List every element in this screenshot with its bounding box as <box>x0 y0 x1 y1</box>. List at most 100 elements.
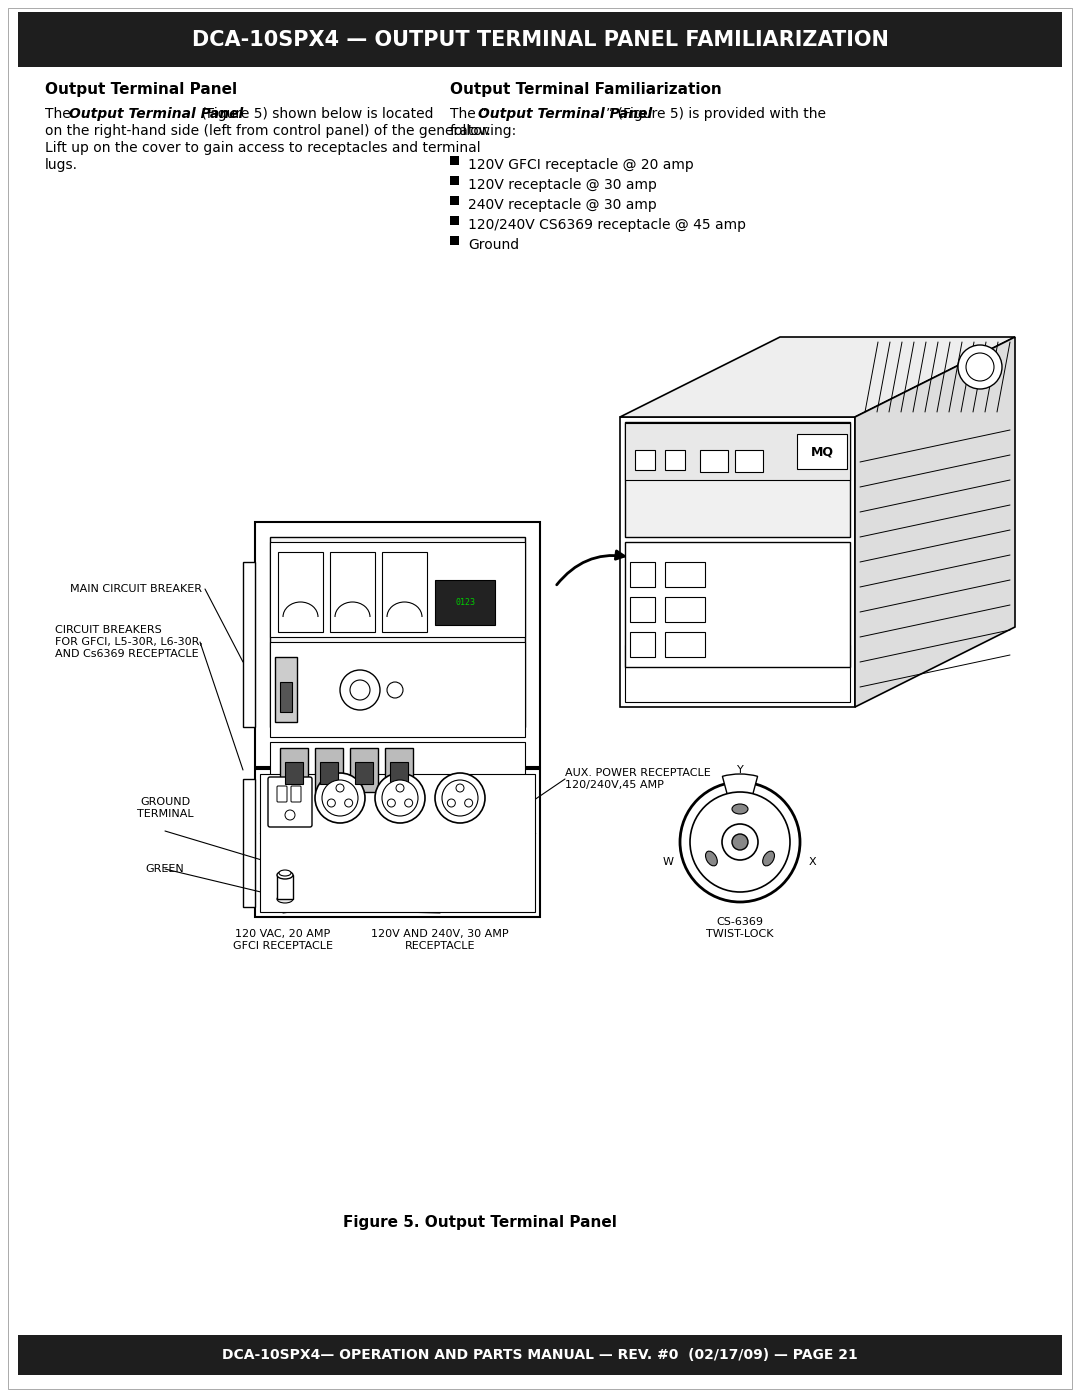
FancyBboxPatch shape <box>620 416 855 707</box>
Circle shape <box>345 799 353 807</box>
FancyBboxPatch shape <box>630 597 654 622</box>
FancyBboxPatch shape <box>382 552 427 631</box>
Circle shape <box>690 792 789 893</box>
FancyBboxPatch shape <box>280 747 308 792</box>
Circle shape <box>723 824 758 861</box>
Text: 240V receptacle @ 30 amp: 240V receptacle @ 30 amp <box>468 198 657 212</box>
Text: Figure 5. Output Terminal Panel: Figure 5. Output Terminal Panel <box>343 1214 617 1229</box>
FancyBboxPatch shape <box>268 777 312 827</box>
FancyBboxPatch shape <box>665 562 705 587</box>
FancyBboxPatch shape <box>450 236 459 244</box>
Text: 120V receptacle @ 30 amp: 120V receptacle @ 30 amp <box>468 177 657 191</box>
FancyBboxPatch shape <box>625 542 850 666</box>
FancyBboxPatch shape <box>243 780 255 907</box>
Text: The “: The “ <box>450 108 487 122</box>
Text: CS-6369: CS-6369 <box>716 916 764 928</box>
Circle shape <box>322 780 357 816</box>
FancyBboxPatch shape <box>665 631 705 657</box>
FancyBboxPatch shape <box>450 196 459 205</box>
Text: TWIST-LOCK: TWIST-LOCK <box>706 929 773 939</box>
FancyBboxPatch shape <box>320 761 338 784</box>
Circle shape <box>336 784 345 792</box>
Text: W: W <box>662 856 674 868</box>
FancyBboxPatch shape <box>797 434 847 469</box>
Circle shape <box>680 782 800 902</box>
Ellipse shape <box>762 851 774 866</box>
FancyBboxPatch shape <box>390 761 408 784</box>
Circle shape <box>387 682 403 698</box>
Circle shape <box>732 834 748 849</box>
Circle shape <box>435 773 485 823</box>
Circle shape <box>327 799 335 807</box>
Text: MAIN CIRCUIT BREAKER: MAIN CIRCUIT BREAKER <box>70 584 202 594</box>
FancyBboxPatch shape <box>280 682 292 712</box>
Text: 120V GFCI receptacle @ 20 amp: 120V GFCI receptacle @ 20 amp <box>468 158 693 172</box>
Ellipse shape <box>276 895 293 902</box>
Text: GREEN: GREEN <box>146 863 185 875</box>
Text: DCA-10SPX4 — OUTPUT TERMINAL PANEL FAMILIARIZATION: DCA-10SPX4 — OUTPUT TERMINAL PANEL FAMIL… <box>191 29 889 49</box>
FancyBboxPatch shape <box>665 597 705 622</box>
Circle shape <box>388 799 395 807</box>
FancyBboxPatch shape <box>355 761 373 784</box>
Circle shape <box>464 799 473 807</box>
Circle shape <box>442 780 478 816</box>
Text: The: The <box>45 108 76 122</box>
Text: CIRCUIT BREAKERS
FOR GFCI, L5-30R, L6-30R,
AND Cs6369 RECEPTACLE: CIRCUIT BREAKERS FOR GFCI, L5-30R, L6-30… <box>55 624 203 659</box>
FancyBboxPatch shape <box>291 787 301 802</box>
FancyBboxPatch shape <box>330 552 375 631</box>
Text: Output Terminal Panel: Output Terminal Panel <box>478 108 652 122</box>
Circle shape <box>958 345 1002 388</box>
Text: MQ: MQ <box>810 446 834 458</box>
FancyBboxPatch shape <box>255 522 540 767</box>
Ellipse shape <box>705 851 717 866</box>
FancyBboxPatch shape <box>255 768 540 916</box>
Polygon shape <box>855 337 1015 707</box>
FancyBboxPatch shape <box>450 217 459 225</box>
FancyBboxPatch shape <box>18 13 1062 67</box>
Text: Lift up on the cover to gain access to receptacles and terminal: Lift up on the cover to gain access to r… <box>45 141 481 155</box>
Text: Output Terminal Panel: Output Terminal Panel <box>45 82 238 96</box>
Text: Output Terminal Panel: Output Terminal Panel <box>69 108 243 122</box>
Text: Ground: Ground <box>468 237 519 251</box>
Ellipse shape <box>279 870 291 876</box>
Text: AUX. POWER RECEPTACLE
120/240V,45 AMP: AUX. POWER RECEPTACLE 120/240V,45 AMP <box>565 768 711 791</box>
FancyBboxPatch shape <box>276 787 287 802</box>
Text: 0123: 0123 <box>455 598 475 608</box>
Text: Output Terminal Familiarization: Output Terminal Familiarization <box>450 82 721 96</box>
FancyBboxPatch shape <box>270 542 525 637</box>
Circle shape <box>375 773 426 823</box>
FancyBboxPatch shape <box>630 562 654 587</box>
Wedge shape <box>723 774 757 842</box>
Text: (Figure 5) shown below is located: (Figure 5) shown below is located <box>197 108 433 122</box>
FancyBboxPatch shape <box>625 423 850 481</box>
Text: Y: Y <box>737 766 743 775</box>
Circle shape <box>340 671 380 710</box>
FancyBboxPatch shape <box>384 747 413 792</box>
FancyBboxPatch shape <box>635 450 654 469</box>
Ellipse shape <box>276 870 293 879</box>
Circle shape <box>966 353 994 381</box>
Circle shape <box>405 799 413 807</box>
FancyBboxPatch shape <box>450 176 459 184</box>
FancyBboxPatch shape <box>285 761 303 784</box>
Text: X: X <box>808 856 815 868</box>
Circle shape <box>382 780 418 816</box>
FancyBboxPatch shape <box>630 631 654 657</box>
Text: following:: following: <box>450 124 517 138</box>
Text: GROUND
TERMINAL: GROUND TERMINAL <box>137 796 193 819</box>
FancyBboxPatch shape <box>243 562 255 726</box>
FancyBboxPatch shape <box>270 742 525 798</box>
FancyBboxPatch shape <box>260 774 535 912</box>
FancyBboxPatch shape <box>278 552 323 631</box>
FancyBboxPatch shape <box>350 747 378 792</box>
FancyBboxPatch shape <box>625 422 850 536</box>
Circle shape <box>350 680 370 700</box>
FancyBboxPatch shape <box>276 875 293 900</box>
Text: 120 VAC, 20 AMP
GFCI RECEPTACLE: 120 VAC, 20 AMP GFCI RECEPTACLE <box>233 929 333 951</box>
FancyBboxPatch shape <box>450 156 459 165</box>
FancyBboxPatch shape <box>270 643 525 738</box>
FancyBboxPatch shape <box>625 645 850 703</box>
FancyBboxPatch shape <box>435 580 495 624</box>
Circle shape <box>447 799 456 807</box>
FancyBboxPatch shape <box>665 450 685 469</box>
